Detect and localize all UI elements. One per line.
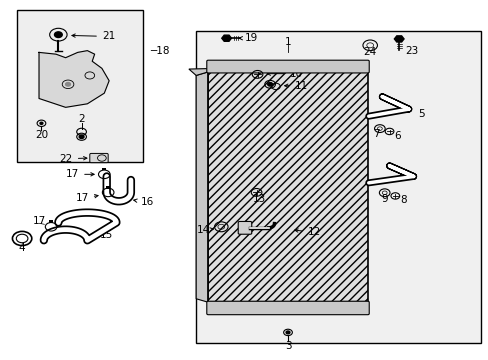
Text: 17: 17 <box>76 193 98 203</box>
Text: 12: 12 <box>294 228 320 238</box>
Text: 7: 7 <box>372 129 379 139</box>
Text: 5: 5 <box>418 109 424 119</box>
Text: 1: 1 <box>284 37 291 48</box>
Circle shape <box>79 135 84 139</box>
Text: 17: 17 <box>32 216 45 226</box>
Text: ─18: ─18 <box>150 46 169 56</box>
Bar <box>49 220 53 223</box>
Polygon shape <box>188 65 367 76</box>
Circle shape <box>65 82 70 86</box>
Text: 9: 9 <box>381 194 387 204</box>
Text: 6: 6 <box>393 131 400 141</box>
Text: 20: 20 <box>35 130 48 140</box>
Text: 13: 13 <box>252 194 265 204</box>
Bar <box>17 10 142 162</box>
Text: 8: 8 <box>400 195 407 205</box>
Bar <box>196 31 480 343</box>
Text: 15: 15 <box>100 230 113 240</box>
Bar <box>208 72 367 302</box>
Text: 19: 19 <box>238 33 257 43</box>
FancyBboxPatch shape <box>90 153 108 163</box>
Circle shape <box>40 122 43 124</box>
Text: 23: 23 <box>405 46 418 56</box>
FancyBboxPatch shape <box>206 301 368 315</box>
Text: 2: 2 <box>78 114 85 124</box>
Circle shape <box>54 32 62 37</box>
Text: 16: 16 <box>133 197 154 207</box>
FancyBboxPatch shape <box>238 221 251 234</box>
Text: 4: 4 <box>19 243 25 253</box>
Polygon shape <box>393 36 403 42</box>
Text: 24: 24 <box>363 48 376 57</box>
Text: 3: 3 <box>284 341 291 351</box>
Bar <box>106 186 110 189</box>
Bar <box>102 168 106 170</box>
FancyBboxPatch shape <box>206 60 368 73</box>
Text: 10: 10 <box>266 69 302 79</box>
Text: 14: 14 <box>196 225 213 235</box>
Text: 17: 17 <box>66 169 94 179</box>
Circle shape <box>267 82 272 86</box>
Polygon shape <box>39 51 109 107</box>
Text: 21: 21 <box>72 31 115 41</box>
Circle shape <box>285 331 289 334</box>
Text: 22: 22 <box>60 154 87 164</box>
Text: 11: 11 <box>284 81 307 91</box>
Polygon shape <box>196 72 208 302</box>
Bar <box>208 72 367 302</box>
Polygon shape <box>222 35 231 41</box>
